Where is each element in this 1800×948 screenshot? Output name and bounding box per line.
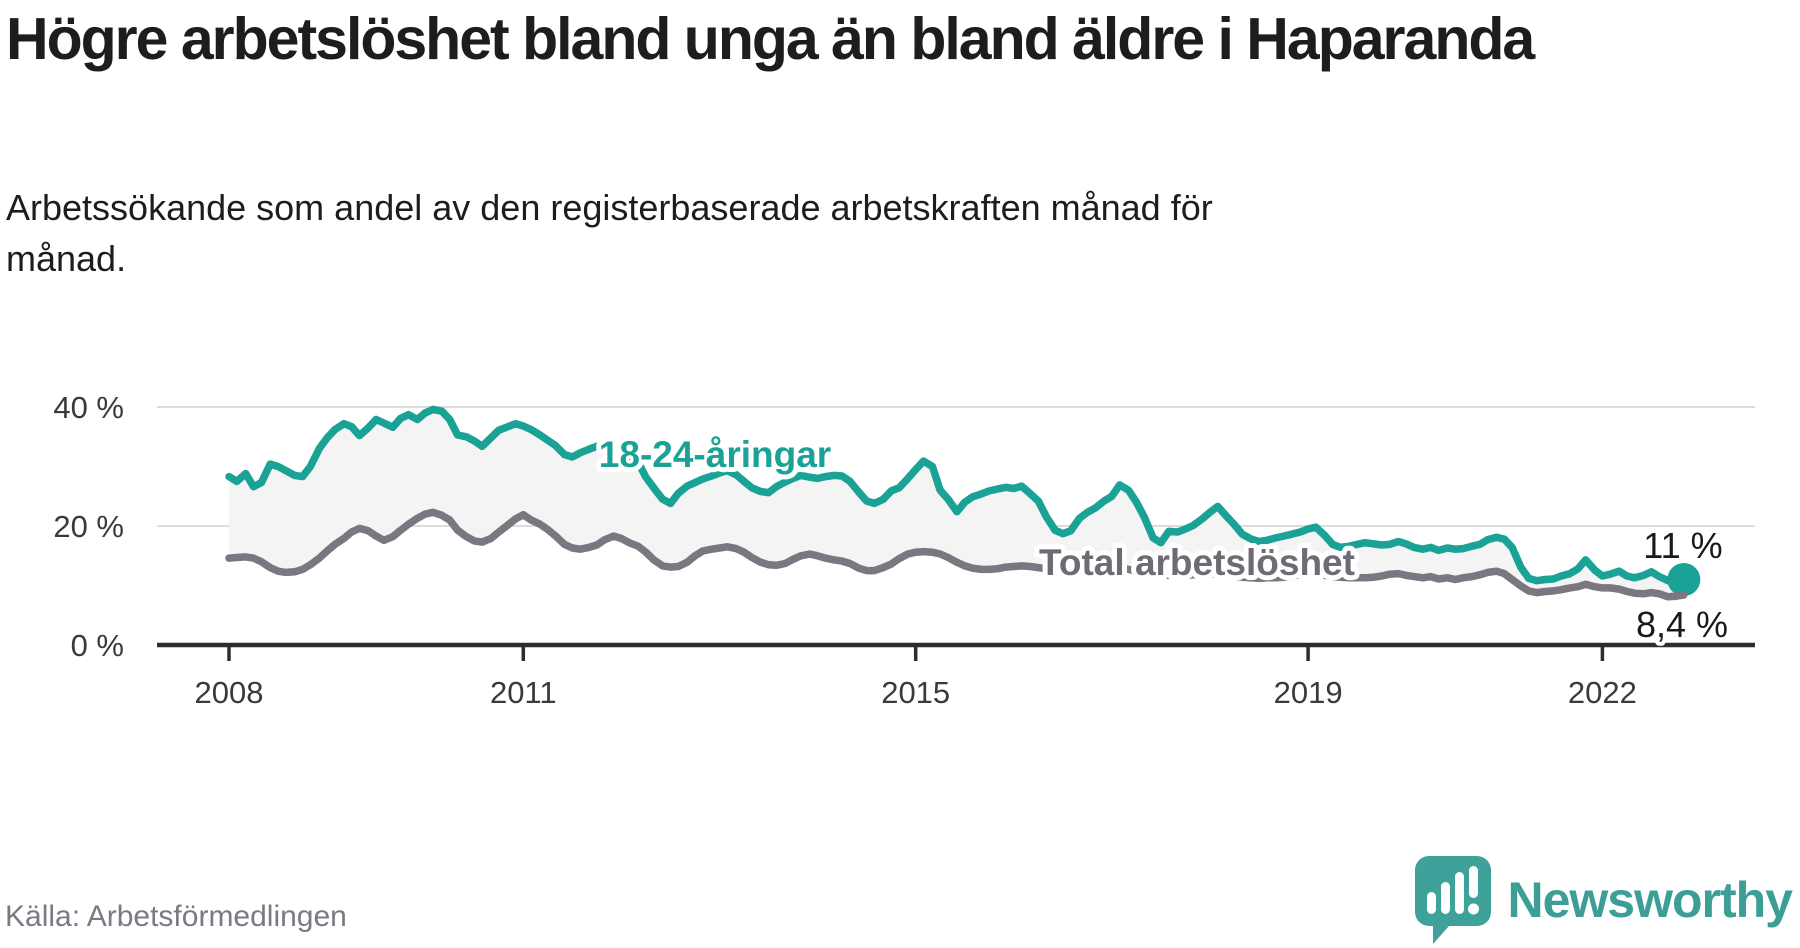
area-fill	[229, 409, 1684, 597]
series-lines	[225, 405, 1701, 601]
end-value-young: 11 %	[1643, 525, 1722, 566]
y-tick-label: 20 %	[53, 509, 124, 544]
logo-brand-name: Newsworthy	[1507, 872, 1793, 928]
page-title: Högre arbetslöshet bland unga än bland ä…	[6, 6, 1535, 72]
axis-tick-marks	[227, 645, 1605, 661]
end-point-dot	[1667, 563, 1701, 597]
area-between-series	[229, 409, 1684, 597]
x-tick-label: 2008	[195, 675, 264, 710]
gridlines	[157, 406, 1755, 527]
axis-tick-labels: 0 % 20 % 40 % 2008 2011 2015 2019 2022	[53, 390, 1637, 710]
line-young	[225, 405, 1688, 585]
x-tick-label: 2015	[881, 675, 950, 710]
x-tick-label: 2022	[1568, 675, 1637, 710]
line-total	[225, 508, 1688, 601]
chart-subtitle: Arbetssökande som andel av den registerb…	[6, 187, 1213, 280]
y-tick-label: 0 %	[71, 628, 124, 663]
bar-chart-speech-bubble-icon	[1415, 856, 1492, 944]
y-tick-label: 40 %	[53, 390, 124, 425]
x-tick-label: 2019	[1274, 675, 1343, 710]
source-attribution: Källa: Arbetsförmedlingen	[5, 900, 347, 933]
series-label-total: Total arbetslöshet	[1039, 542, 1355, 583]
series-label-young: 18-24-åringar	[599, 434, 831, 475]
x-tick-label: 2011	[490, 675, 557, 710]
newsworthy-logo: Newsworthy	[1415, 856, 1793, 944]
end-value-total: 8,4 %	[1636, 604, 1728, 645]
